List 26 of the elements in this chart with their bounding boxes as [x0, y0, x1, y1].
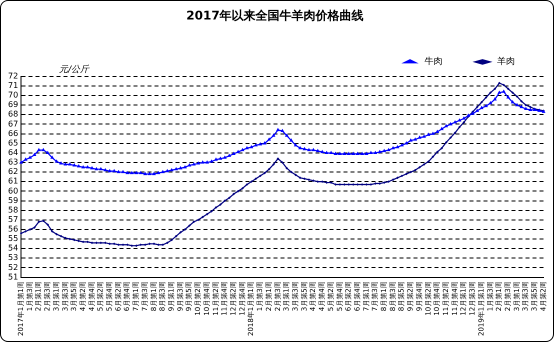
y-tick-label: 69	[8, 100, 18, 110]
y-tick-label: 67	[8, 119, 18, 128]
y-tick-label: 51	[8, 272, 18, 282]
y-tick-label: 59	[8, 196, 18, 205]
y-tick-label: 54	[8, 244, 18, 253]
y-tick-label: 71	[8, 81, 18, 90]
y-tick-label: 53	[8, 253, 18, 262]
y-tick-label: 58	[8, 205, 18, 214]
y-tick-label: 55	[8, 234, 18, 244]
y-tick-label: 72	[8, 71, 18, 80]
y-tick-label: 56	[8, 224, 18, 234]
y-tick-label: 70	[8, 90, 18, 100]
chart-title: 2017年以来全国牛羊肉价格曲线	[186, 8, 364, 22]
y-tick-label: 66	[8, 128, 18, 138]
y-tick-label: 65	[8, 138, 18, 148]
y-tick-label: 57	[8, 214, 18, 224]
legend-label: 羊肉	[497, 56, 515, 68]
legend-label: 牛肉	[424, 56, 442, 68]
y-tick-label: 62	[8, 167, 18, 176]
y-tick-label: 68	[8, 110, 18, 119]
y-tick-label: 64	[8, 148, 18, 158]
y-tick-label: 63	[8, 158, 18, 167]
y-tick-label: 61	[8, 176, 18, 186]
y-axis-title: 元/公斤	[59, 64, 90, 76]
y-tick-label: 52	[8, 262, 18, 272]
y-tick-label: 60	[8, 186, 18, 196]
